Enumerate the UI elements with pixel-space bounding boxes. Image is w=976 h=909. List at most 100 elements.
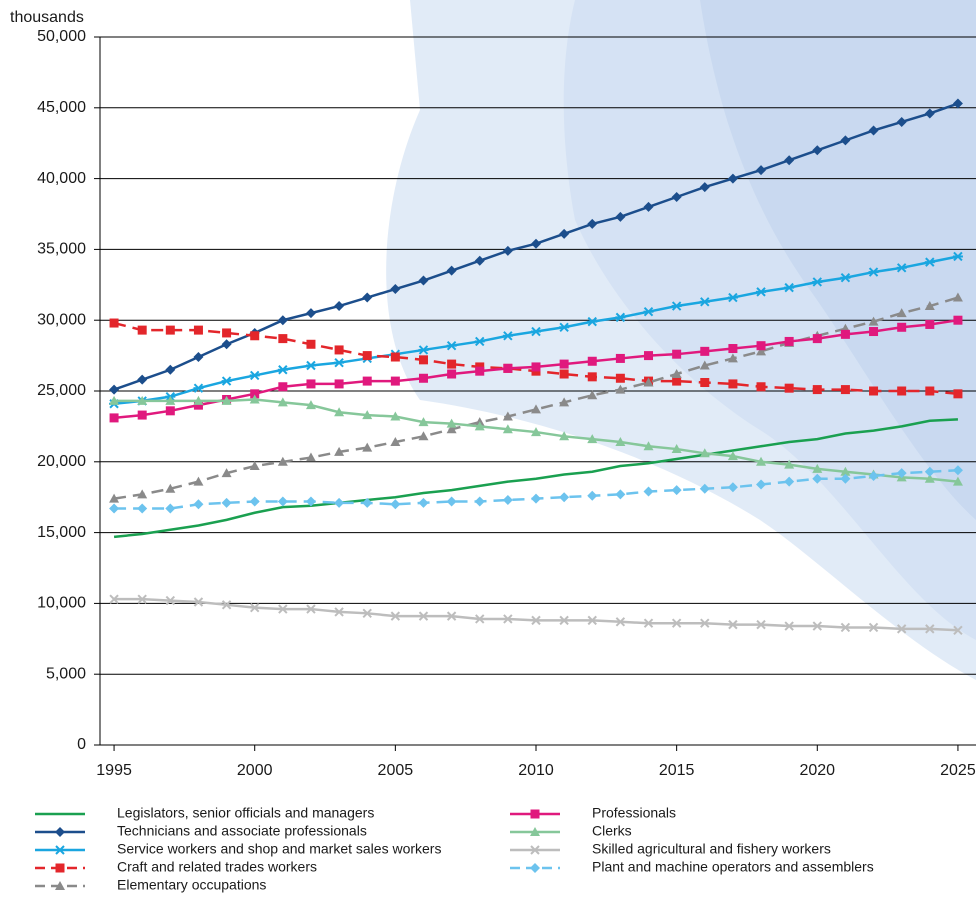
marker-shape bbox=[728, 619, 738, 630]
marker-shape bbox=[896, 308, 907, 318]
marker-shape bbox=[587, 434, 598, 444]
marker-shape bbox=[925, 624, 935, 634]
legend-item: Craft and related trades workers bbox=[35, 859, 317, 875]
marker bbox=[55, 827, 65, 837]
marker bbox=[784, 282, 795, 293]
marker-shape bbox=[221, 395, 232, 405]
marker-shape bbox=[756, 456, 767, 466]
y-tick-label: 40,000 bbox=[37, 170, 86, 187]
marker-shape bbox=[418, 417, 429, 427]
marker-shape bbox=[953, 389, 963, 399]
marker-shape bbox=[615, 489, 626, 500]
marker bbox=[249, 496, 260, 507]
marker bbox=[756, 346, 767, 356]
x-tick-label: 2000 bbox=[237, 762, 273, 779]
marker-shape bbox=[193, 325, 203, 335]
marker bbox=[587, 390, 598, 400]
marker-shape bbox=[530, 863, 540, 873]
y-tick-label: 35,000 bbox=[37, 241, 86, 258]
marker bbox=[587, 372, 597, 382]
marker-shape bbox=[756, 341, 766, 351]
marker bbox=[643, 618, 654, 628]
marker bbox=[756, 341, 766, 351]
marker-shape bbox=[278, 334, 288, 344]
marker-shape bbox=[165, 503, 176, 514]
marker-shape bbox=[109, 384, 120, 395]
marker-shape bbox=[530, 845, 540, 855]
marker bbox=[221, 339, 232, 350]
marker bbox=[530, 845, 540, 855]
marker bbox=[953, 389, 963, 399]
marker bbox=[699, 360, 710, 370]
marker bbox=[953, 315, 963, 325]
legend-item: Elementary occupations bbox=[35, 877, 266, 893]
marker bbox=[390, 376, 400, 386]
marker bbox=[305, 496, 316, 507]
marker bbox=[531, 615, 541, 626]
marker bbox=[587, 615, 597, 626]
marker-shape bbox=[474, 421, 485, 431]
marker-shape bbox=[952, 292, 963, 302]
legend-label: Service workers and shop and market sale… bbox=[117, 841, 441, 857]
marker bbox=[840, 135, 851, 146]
marker-shape bbox=[531, 362, 541, 372]
marker-shape bbox=[362, 351, 372, 361]
marker bbox=[812, 463, 823, 473]
marker bbox=[390, 611, 401, 621]
marker bbox=[672, 349, 682, 359]
marker bbox=[305, 452, 316, 462]
marker bbox=[699, 448, 710, 458]
marker bbox=[952, 292, 963, 302]
marker bbox=[502, 424, 513, 434]
marker bbox=[671, 301, 682, 311]
marker-shape bbox=[390, 352, 400, 362]
marker-shape bbox=[671, 485, 682, 496]
marker-shape bbox=[587, 615, 597, 626]
marker-shape bbox=[418, 355, 428, 365]
marker-shape bbox=[221, 468, 232, 478]
marker bbox=[559, 431, 570, 441]
marker-shape bbox=[249, 394, 260, 404]
marker-shape bbox=[925, 386, 935, 396]
marker bbox=[165, 395, 176, 405]
marker bbox=[390, 352, 400, 362]
marker-shape bbox=[165, 325, 175, 335]
marker bbox=[418, 611, 429, 621]
marker-shape bbox=[137, 395, 148, 405]
marker bbox=[784, 383, 794, 393]
marker bbox=[165, 483, 176, 493]
marker bbox=[559, 228, 570, 239]
marker-shape bbox=[418, 497, 429, 508]
marker-shape bbox=[812, 463, 823, 473]
legend-item: Clerks bbox=[510, 823, 632, 839]
marker bbox=[615, 436, 626, 446]
marker bbox=[559, 492, 570, 503]
marker-shape bbox=[952, 465, 963, 476]
marker-shape bbox=[531, 493, 541, 504]
marker-shape bbox=[305, 308, 316, 319]
marker-shape bbox=[840, 385, 850, 395]
marker-shape bbox=[671, 444, 682, 454]
x-tick-label: 1995 bbox=[96, 762, 132, 779]
marker bbox=[840, 385, 850, 395]
marker bbox=[868, 622, 879, 633]
marker bbox=[924, 473, 935, 483]
marker bbox=[221, 468, 232, 478]
marker bbox=[334, 345, 344, 355]
marker bbox=[868, 267, 879, 277]
marker bbox=[869, 327, 879, 337]
marker bbox=[559, 615, 569, 626]
marker bbox=[277, 365, 288, 375]
marker-shape bbox=[109, 413, 119, 423]
marker bbox=[475, 366, 485, 376]
marker bbox=[643, 201, 654, 212]
marker-shape bbox=[784, 459, 795, 469]
marker bbox=[924, 466, 935, 477]
marker-shape bbox=[137, 594, 147, 604]
marker-shape bbox=[840, 329, 850, 339]
marker bbox=[221, 600, 232, 610]
marker-shape bbox=[559, 492, 570, 503]
y-tick-label: 15,000 bbox=[37, 524, 86, 541]
legend-item: Technicians and associate professionals bbox=[35, 823, 367, 839]
